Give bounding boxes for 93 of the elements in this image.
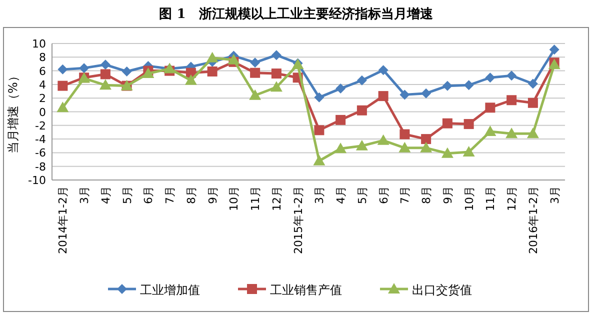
y-tick-label: -8 — [35, 160, 46, 174]
y-tick-label: 10 — [32, 38, 46, 50]
x-tick-label: 7月 — [164, 186, 177, 204]
y-tick-label: -6 — [35, 146, 46, 160]
x-tick-label: 2014年1-2月 — [56, 186, 70, 254]
x-tick-label: 11月 — [484, 186, 498, 211]
x-tick-label: 8月 — [420, 186, 434, 204]
x-tick-label: 6月 — [142, 186, 156, 204]
y-tick-label: 2 — [39, 92, 46, 106]
point — [314, 92, 324, 102]
point — [485, 102, 496, 113]
point — [250, 58, 260, 68]
point — [441, 147, 454, 158]
y-tick-label: -4 — [35, 133, 46, 146]
point — [99, 79, 112, 90]
point — [58, 64, 68, 74]
x-tick-label: 2015年1-2月 — [292, 186, 305, 254]
x-tick-label: 11月 — [249, 186, 262, 211]
point — [464, 119, 474, 130]
point — [464, 80, 474, 90]
point — [100, 60, 110, 70]
point — [506, 95, 517, 106]
x-tick-label: 3月 — [548, 186, 562, 204]
legend-label: 出口交货值 — [412, 283, 472, 297]
x-tick-label: 10月 — [228, 186, 241, 211]
point — [356, 140, 368, 150]
point — [356, 75, 367, 86]
point — [421, 134, 432, 144]
point — [356, 105, 367, 116]
chart-title: 图 1 浙江规模以上工业主要经济指标当月增速 — [159, 6, 434, 22]
x-tick-label: 4月 — [334, 186, 348, 204]
point — [400, 90, 410, 100]
point — [378, 65, 388, 76]
point — [314, 125, 324, 136]
point — [58, 80, 68, 91]
x-tick-label: 5月 — [356, 186, 369, 204]
point — [377, 134, 390, 145]
legend-label: 工业销售产值 — [270, 283, 342, 297]
point — [526, 128, 539, 138]
point — [313, 154, 326, 166]
point — [420, 142, 432, 152]
point — [228, 54, 240, 64]
x-tick-label: 8月 — [184, 186, 198, 204]
point — [442, 118, 452, 128]
point — [79, 63, 90, 74]
x-tick-label: 7月 — [398, 186, 412, 204]
point — [271, 50, 282, 60]
x-tick-label: 3月 — [78, 186, 92, 204]
point — [506, 70, 517, 81]
x-tick-label: 5月 — [120, 186, 134, 204]
point — [506, 128, 518, 138]
y-tick-label: -10 — [28, 174, 46, 187]
y-tick-label: 4 — [39, 78, 46, 92]
point — [122, 66, 132, 76]
x-tick-label: 2016年1-2月 — [526, 186, 540, 254]
point — [334, 142, 347, 154]
x-tick-label: 6月 — [377, 186, 390, 204]
point — [442, 80, 452, 91]
point — [398, 142, 411, 152]
point — [271, 68, 282, 79]
y-tick-label: 8 — [39, 51, 46, 64]
x-tick-label: 9月 — [206, 186, 220, 204]
point — [485, 72, 496, 83]
point — [56, 102, 69, 112]
point — [249, 89, 262, 100]
point — [206, 52, 218, 62]
y-tick-label: 6 — [39, 64, 46, 78]
point — [207, 66, 218, 76]
point — [184, 74, 197, 85]
x-tick-label: 9月 — [441, 186, 454, 204]
point — [421, 88, 432, 98]
point — [378, 91, 388, 102]
x-tick-label: 12月 — [506, 186, 519, 211]
legend-label: 工业增加值 — [140, 283, 200, 297]
x-tick-label: 10月 — [462, 186, 476, 211]
point — [336, 114, 346, 125]
point — [142, 68, 154, 78]
x-tick-label: 12月 — [270, 186, 284, 211]
y-tick-label: 0 — [39, 106, 46, 119]
point — [528, 98, 538, 108]
point — [100, 69, 110, 80]
point — [549, 44, 560, 55]
point — [462, 146, 475, 157]
point — [250, 68, 260, 78]
point — [484, 126, 496, 136]
point — [336, 84, 346, 94]
x-tick-label: 4月 — [99, 186, 112, 204]
point — [528, 78, 538, 89]
y-axis-title: 当月增速（%） — [6, 70, 20, 154]
point — [400, 129, 410, 140]
point — [270, 81, 282, 92]
y-tick-label: -2 — [35, 119, 46, 132]
x-tick-label: 3月 — [313, 186, 326, 204]
